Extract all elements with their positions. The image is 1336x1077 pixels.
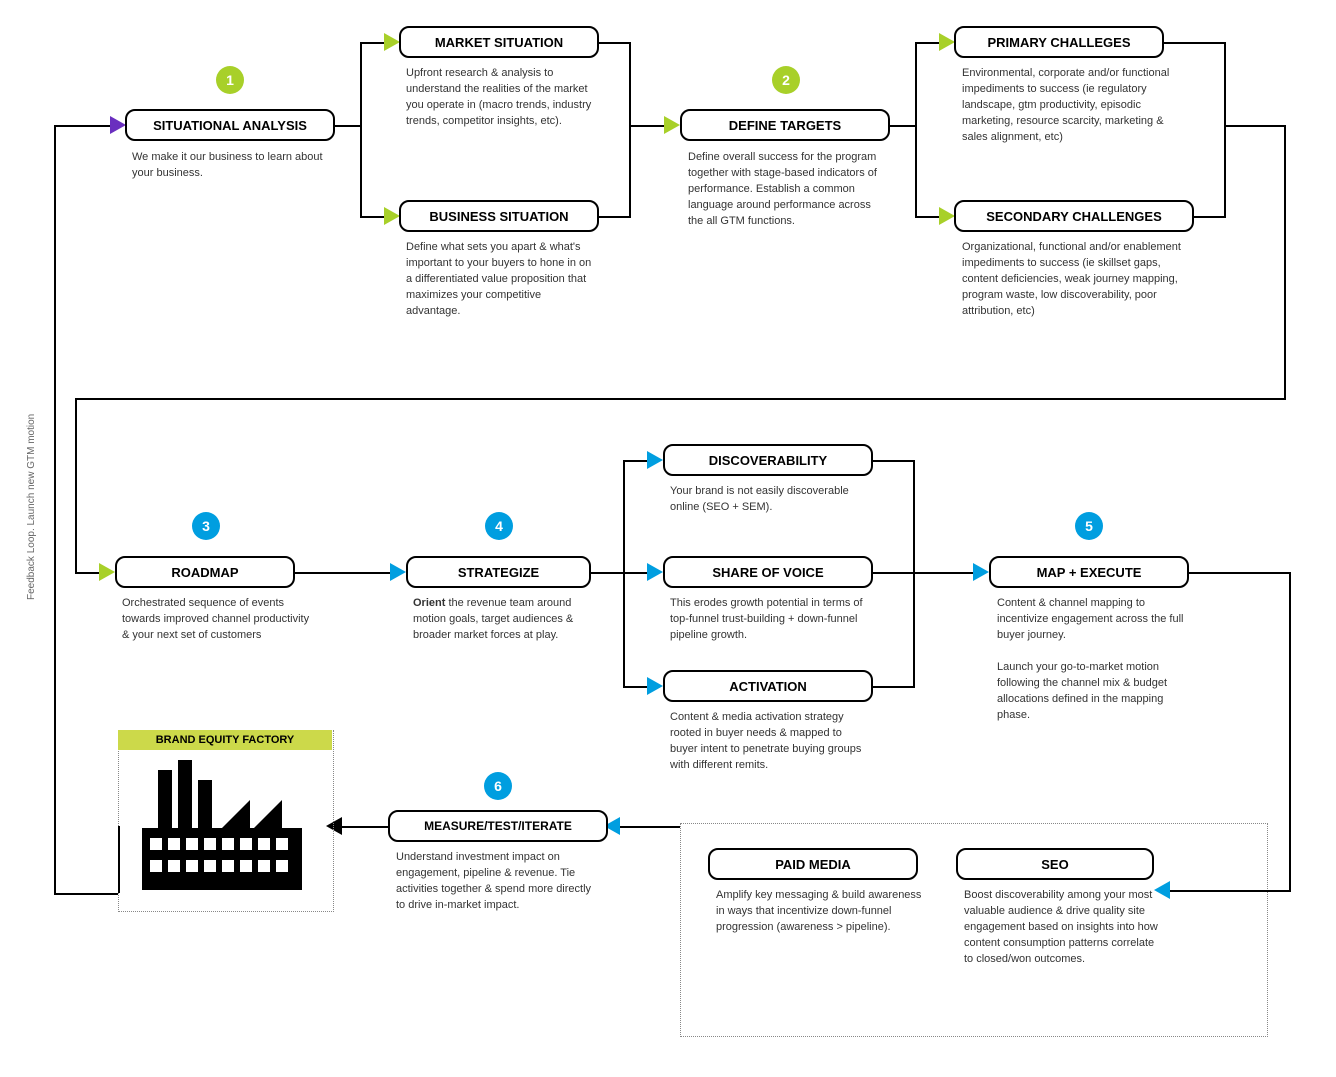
connector bbox=[629, 125, 664, 127]
node-secondary-challenges: SECONDARY CHALLENGES bbox=[954, 200, 1194, 232]
arrow-market bbox=[384, 33, 400, 51]
connector bbox=[599, 42, 629, 44]
connector bbox=[1224, 125, 1284, 127]
badge-2: 2 bbox=[772, 66, 800, 94]
arrow-primary bbox=[939, 33, 955, 51]
arrow-strategize bbox=[390, 563, 406, 581]
connector bbox=[623, 460, 625, 688]
node-strategize: STRATEGIZE bbox=[406, 556, 591, 588]
connector bbox=[915, 42, 917, 218]
badge-3: 3 bbox=[192, 512, 220, 540]
connector bbox=[873, 686, 913, 688]
node-primary-challenges: PRIMARY CHALLEGES bbox=[954, 26, 1164, 58]
connector bbox=[1284, 125, 1286, 400]
connector bbox=[54, 893, 118, 895]
arrow-business bbox=[384, 207, 400, 225]
desc-business: Define what sets you apart & what's impo… bbox=[406, 240, 594, 320]
connector bbox=[54, 125, 56, 895]
connector bbox=[54, 125, 110, 127]
arrow-activation bbox=[647, 677, 663, 695]
connector bbox=[342, 826, 388, 828]
arrow-define bbox=[664, 116, 680, 134]
arrow-situational bbox=[110, 116, 126, 134]
connector bbox=[913, 572, 973, 574]
connector bbox=[873, 460, 913, 462]
connector bbox=[360, 216, 384, 218]
node-measure: MEASURE/TEST/ITERATE bbox=[388, 810, 608, 842]
node-business-situation: BUSINESS SITUATION bbox=[399, 200, 599, 232]
connector bbox=[890, 125, 915, 127]
badge-4: 4 bbox=[485, 512, 513, 540]
connector bbox=[915, 42, 939, 44]
connector bbox=[591, 572, 623, 574]
badge-6: 6 bbox=[484, 772, 512, 800]
connector bbox=[118, 826, 120, 893]
connector bbox=[75, 398, 1286, 400]
node-roadmap: ROADMAP bbox=[115, 556, 295, 588]
arrow-map bbox=[973, 563, 989, 581]
node-paid-media: PAID MEDIA bbox=[708, 848, 918, 880]
desc-paid: Amplify key messaging & build awareness … bbox=[716, 888, 926, 936]
node-market-situation: MARKET SITUATION bbox=[399, 26, 599, 58]
desc-sov: This erodes growth potential in terms of… bbox=[670, 596, 870, 644]
node-map-execute: MAP + EXECUTE bbox=[989, 556, 1189, 588]
desc-strategize-bold: Orient bbox=[413, 597, 445, 609]
connector bbox=[629, 42, 631, 218]
node-share-of-voice: SHARE OF VOICE bbox=[663, 556, 873, 588]
connector bbox=[1224, 42, 1226, 218]
badge-5: 5 bbox=[1075, 512, 1103, 540]
connector bbox=[599, 216, 629, 218]
connector bbox=[623, 572, 647, 574]
connector bbox=[623, 460, 647, 462]
connector bbox=[1164, 42, 1224, 44]
connector bbox=[1170, 890, 1290, 892]
node-situational-analysis: SITUATIONAL ANALYSIS bbox=[125, 109, 335, 141]
desc-discover: Your brand is not easily discoverable on… bbox=[670, 484, 860, 516]
connector bbox=[873, 572, 913, 574]
flowchart-canvas: Feedback Loop. Launch new GTM motion 1 S… bbox=[0, 0, 1336, 1077]
arrow-secondary bbox=[939, 207, 955, 225]
factory-header: BRAND EQUITY FACTORY bbox=[118, 730, 332, 750]
connector bbox=[1194, 216, 1224, 218]
desc-primary: Environmental, corporate and/or function… bbox=[962, 66, 1182, 146]
desc-seo: Boost discoverability among your most va… bbox=[964, 888, 1164, 968]
arrow-roadmap bbox=[99, 563, 115, 581]
desc-strategize: Orient the revenue team around motion go… bbox=[413, 596, 603, 644]
connector bbox=[360, 42, 362, 218]
connector bbox=[623, 686, 647, 688]
connector bbox=[913, 460, 915, 688]
connector bbox=[75, 572, 99, 574]
arrow-sov bbox=[647, 563, 663, 581]
connector bbox=[1189, 572, 1289, 574]
connector bbox=[620, 826, 680, 828]
connector bbox=[915, 216, 939, 218]
desc-roadmap: Orchestrated sequence of events towards … bbox=[122, 596, 312, 644]
node-activation: ACTIVATION bbox=[663, 670, 873, 702]
connector bbox=[360, 42, 384, 44]
node-seo: SEO bbox=[956, 848, 1154, 880]
desc-secondary: Organizational, functional and/or enable… bbox=[962, 240, 1182, 320]
desc-situational: We make it our business to learn about y… bbox=[132, 150, 332, 182]
desc-activation: Content & media activation strategy root… bbox=[670, 710, 865, 774]
connector bbox=[75, 398, 77, 574]
desc-define: Define overall success for the program t… bbox=[688, 150, 886, 230]
desc-measure: Understand investment impact on engageme… bbox=[396, 850, 596, 914]
desc-market: Upfront research & analysis to understan… bbox=[406, 66, 594, 130]
node-define-targets: DEFINE TARGETS bbox=[680, 109, 890, 141]
badge-1: 1 bbox=[216, 66, 244, 94]
connector bbox=[1289, 572, 1291, 892]
desc-map: Content & channel mapping to incentivize… bbox=[997, 596, 1197, 724]
connector bbox=[335, 125, 360, 127]
connector bbox=[295, 572, 390, 574]
node-discoverability: DISCOVERABILITY bbox=[663, 444, 873, 476]
arrow-discover bbox=[647, 451, 663, 469]
side-label: Feedback Loop. Launch new GTM motion bbox=[26, 414, 37, 600]
